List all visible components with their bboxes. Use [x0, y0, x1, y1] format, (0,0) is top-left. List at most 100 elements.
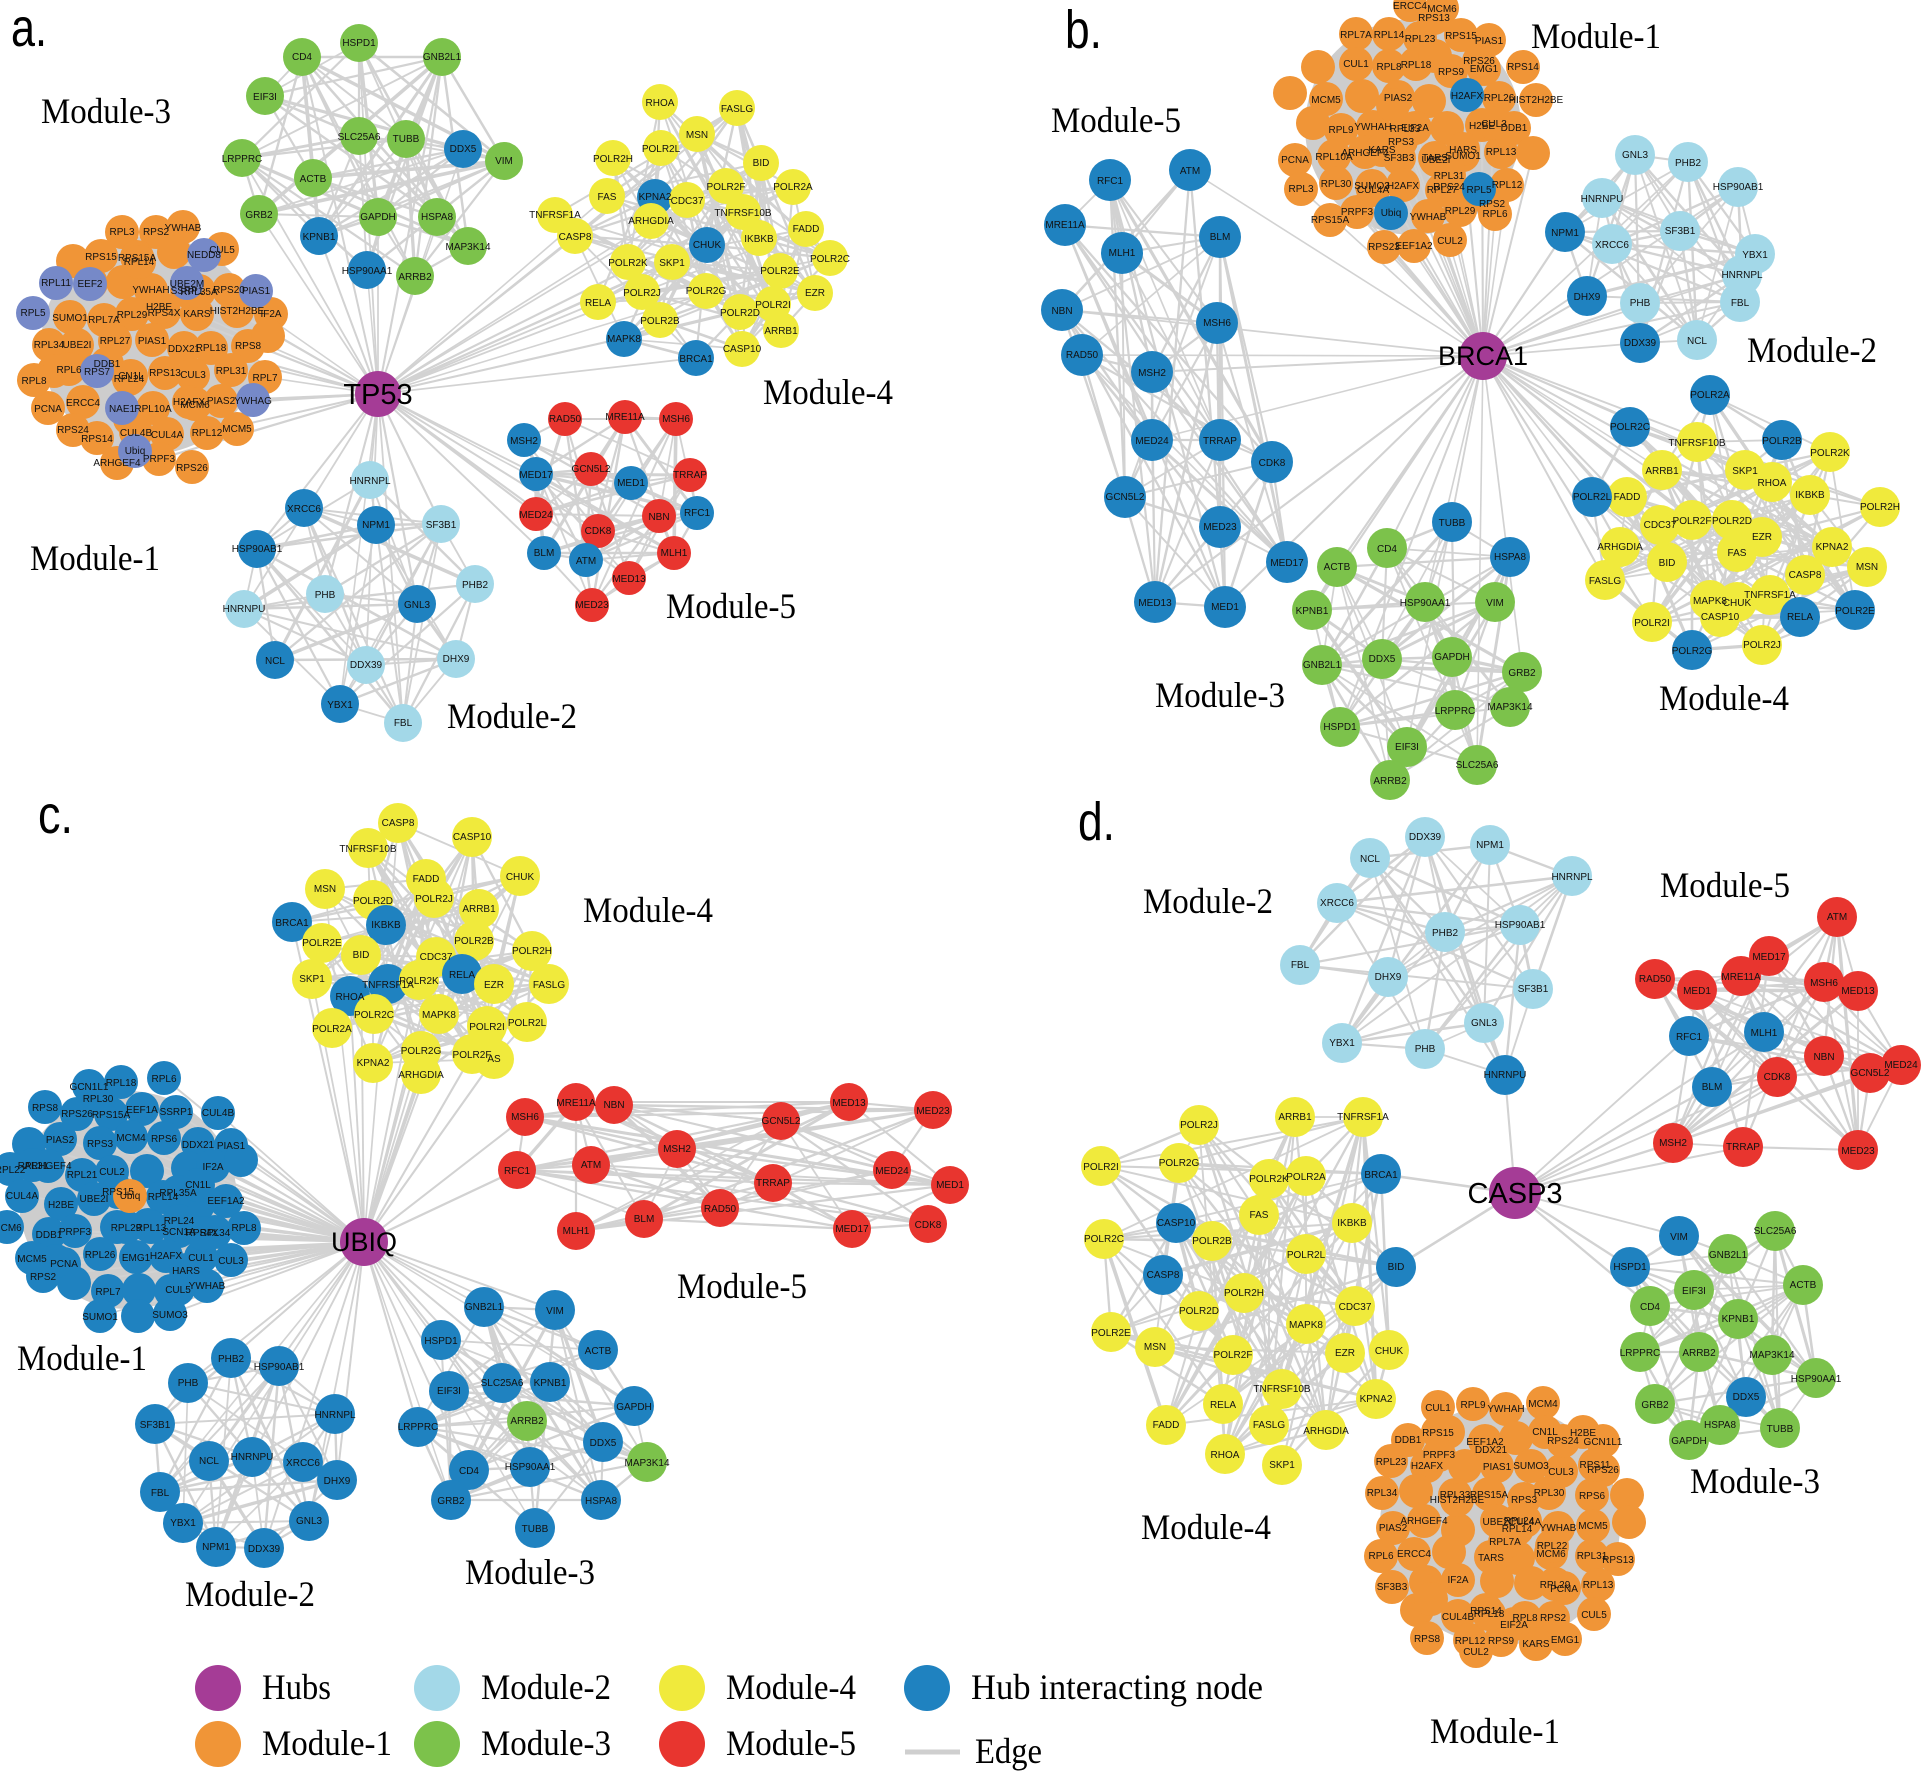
- svg-text:MAP3K14: MAP3K14: [1749, 1350, 1794, 1361]
- svg-text:EIF3I: EIF3I: [1395, 742, 1419, 753]
- svg-text:ATM: ATM: [1827, 912, 1847, 923]
- svg-text:CUL5: CUL5: [1581, 1610, 1607, 1621]
- svg-text:POLR2C: POLR2C: [1610, 422, 1650, 433]
- svg-text:CD4: CD4: [1640, 1302, 1660, 1313]
- svg-text:ARRB2: ARRB2: [1373, 776, 1407, 787]
- svg-text:RPL34: RPL34: [200, 1228, 231, 1239]
- svg-text:PHB: PHB: [315, 590, 336, 601]
- svg-text:RPL14: RPL14: [148, 1192, 179, 1203]
- svg-text:HNRNPL: HNRNPL: [349, 476, 391, 487]
- svg-text:SUMO1: SUMO1: [1445, 151, 1481, 162]
- svg-text:PHB: PHB: [178, 1378, 199, 1389]
- svg-text:ARHGEF4: ARHGEF4: [1341, 148, 1389, 159]
- svg-text:DDX39: DDX39: [248, 1544, 281, 1555]
- svg-text:RELA: RELA: [449, 970, 475, 981]
- svg-text:MED24: MED24: [1884, 1060, 1918, 1071]
- svg-text:GNL3: GNL3: [296, 1516, 323, 1527]
- svg-text:UBE2I: UBE2I: [80, 1194, 109, 1205]
- svg-text:CASP10: CASP10: [1701, 612, 1740, 623]
- svg-text:RPL11: RPL11: [41, 278, 71, 289]
- svg-text:MSH2: MSH2: [510, 436, 538, 447]
- svg-text:Module-2: Module-2: [481, 1667, 611, 1707]
- svg-text:HSPD1: HSPD1: [1323, 722, 1357, 733]
- svg-text:RPS8: RPS8: [235, 341, 262, 352]
- svg-text:TARS: TARS: [1478, 1553, 1504, 1564]
- svg-text:MED17: MED17: [1752, 952, 1786, 963]
- svg-text:Module-3: Module-3: [1690, 1461, 1820, 1501]
- svg-text:EIF3I: EIF3I: [437, 1386, 461, 1397]
- svg-text:RPL27: RPL27: [100, 336, 131, 347]
- svg-text:GCN5L2: GCN5L2: [1106, 492, 1145, 503]
- svg-text:CASP10: CASP10: [723, 344, 762, 355]
- svg-text:SCN1A: SCN1A: [162, 1227, 196, 1238]
- svg-text:POLR2F: POLR2F: [453, 1050, 492, 1061]
- svg-text:DDX5: DDX5: [1733, 1392, 1760, 1403]
- svg-text:HIST2H2BE: HIST2H2BE: [210, 306, 265, 317]
- svg-text:RPS14: RPS14: [1507, 62, 1539, 73]
- svg-text:RPS15A: RPS15A: [1311, 215, 1350, 226]
- svg-text:RPS14: RPS14: [1470, 1606, 1502, 1617]
- svg-text:HIST2H2BE: HIST2H2BE: [1509, 95, 1564, 106]
- svg-text:KPNA2: KPNA2: [357, 1058, 390, 1069]
- svg-text:EZR: EZR: [805, 288, 825, 299]
- svg-text:RPS23: RPS23: [1368, 242, 1400, 253]
- svg-text:PHB2: PHB2: [218, 1354, 245, 1365]
- svg-text:RPL24: RPL24: [114, 374, 145, 385]
- svg-text:GRB2: GRB2: [1641, 1400, 1669, 1411]
- svg-text:RPL34: RPL34: [1367, 1488, 1398, 1499]
- svg-text:HARS: HARS: [1449, 145, 1477, 156]
- svg-text:POLR2D: POLR2D: [353, 896, 393, 907]
- svg-text:RPS8: RPS8: [32, 1103, 59, 1114]
- svg-text:RPL29: RPL29: [117, 310, 148, 321]
- svg-text:GAPDH: GAPDH: [1434, 652, 1470, 663]
- svg-text:MED23: MED23: [1841, 1146, 1875, 1157]
- svg-text:CDC37: CDC37: [420, 952, 453, 963]
- svg-text:PIAS1: PIAS1: [242, 286, 271, 297]
- svg-text:EZR: EZR: [1752, 532, 1772, 543]
- svg-text:CUL3: CUL3: [1548, 1467, 1574, 1478]
- svg-text:YWHAB: YWHAB: [189, 1281, 226, 1292]
- svg-text:POLR2C: POLR2C: [354, 1010, 394, 1021]
- svg-text:MLH1: MLH1: [1751, 1028, 1778, 1039]
- svg-text:ATM: ATM: [1180, 166, 1200, 177]
- svg-text:CN1L: CN1L: [185, 1180, 211, 1191]
- svg-text:MSH6: MSH6: [1810, 978, 1838, 989]
- svg-text:MLH1: MLH1: [563, 1226, 590, 1237]
- svg-text:XRCC6: XRCC6: [1595, 240, 1629, 251]
- svg-text:CUL3: CUL3: [218, 1256, 244, 1267]
- svg-text:Module-5: Module-5: [677, 1266, 807, 1306]
- svg-text:RPS2: RPS2: [1540, 1613, 1567, 1624]
- svg-text:RPL8: RPL8: [231, 1223, 256, 1234]
- svg-text:SSRP1: SSRP1: [171, 286, 204, 297]
- svg-text:CUL4A: CUL4A: [1357, 185, 1390, 196]
- svg-text:RPL5: RPL5: [20, 308, 45, 319]
- svg-text:NBN: NBN: [1813, 1052, 1834, 1063]
- svg-text:GCN1L1: GCN1L1: [1584, 1437, 1623, 1448]
- svg-text:BID: BID: [1388, 1262, 1405, 1273]
- svg-text:RPL29: RPL29: [1445, 206, 1476, 217]
- svg-text:RPL18: RPL18: [106, 1078, 137, 1089]
- svg-text:MSN: MSN: [686, 130, 708, 141]
- svg-text:MED24: MED24: [519, 510, 553, 521]
- svg-text:HSP90AB1: HSP90AB1: [1713, 182, 1764, 193]
- svg-text:XRCC6: XRCC6: [287, 504, 321, 515]
- svg-text:MED24: MED24: [1135, 436, 1169, 447]
- svg-text:RPS3: RPS3: [1388, 137, 1415, 148]
- svg-text:DDX5: DDX5: [1369, 654, 1396, 665]
- svg-text:HNRNPU: HNRNPU: [231, 1452, 274, 1463]
- svg-text:ATM: ATM: [581, 1160, 601, 1171]
- svg-text:MSN: MSN: [1856, 562, 1878, 573]
- svg-text:FADD: FADD: [1153, 1420, 1180, 1431]
- svg-text:RPL29: RPL29: [1540, 1580, 1571, 1591]
- svg-text:Module-1: Module-1: [1531, 16, 1661, 56]
- svg-text:ARRB1: ARRB1: [462, 904, 496, 915]
- svg-text:CASP3: CASP3: [1467, 1178, 1562, 1210]
- svg-text:POLR2C: POLR2C: [1084, 1234, 1124, 1245]
- svg-text:RPS24: RPS24: [1547, 1436, 1579, 1447]
- svg-text:TNFRSF1A: TNFRSF1A: [1744, 590, 1796, 601]
- svg-text:TP53: TP53: [343, 379, 412, 411]
- svg-text:SF3B3: SF3B3: [1384, 153, 1415, 164]
- svg-text:POLR2H: POLR2H: [593, 154, 633, 165]
- svg-text:CDC37: CDC37: [1339, 1302, 1372, 1313]
- svg-text:Module-5: Module-5: [1660, 865, 1790, 905]
